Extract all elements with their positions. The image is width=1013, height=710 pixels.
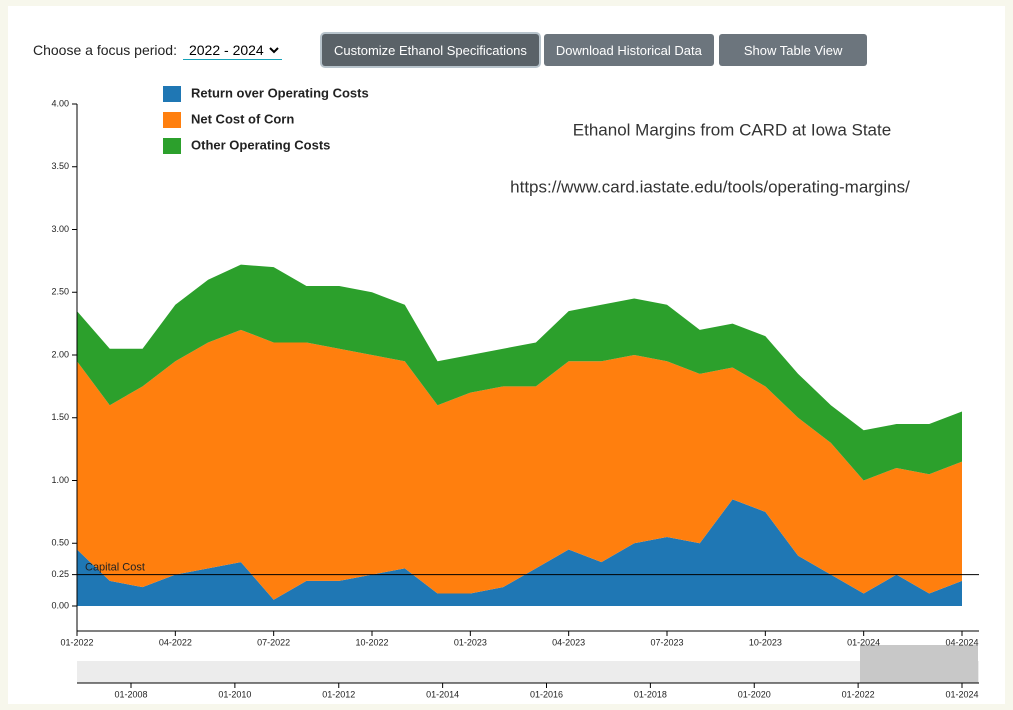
x-tick-label: 04-2023: [552, 637, 585, 647]
annotation: Ethanol Margins from CARD at Iowa State: [573, 120, 891, 139]
y-tick-label: 1.50: [51, 412, 69, 422]
navigator-tick-label: 01-2008: [114, 689, 147, 699]
navigator-tick-label: 01-2018: [634, 689, 667, 699]
y-tick-label: 2.50: [51, 287, 69, 297]
legend-swatch: [163, 86, 181, 102]
y-tick-label: 4.00: [51, 98, 69, 108]
navigator-tick-label: 01-2014: [426, 689, 459, 699]
y-tick-label: 0.50: [51, 538, 69, 548]
legend-label: Return over Operating Costs: [191, 85, 369, 100]
y-tick-label: 2.00: [51, 349, 69, 359]
area: [77, 329, 962, 600]
x-tick-label: 01-2022: [60, 637, 93, 647]
navigator-tick-label: 01-2022: [842, 689, 875, 699]
area: [77, 499, 962, 606]
button[interactable]: Show Table View: [718, 34, 868, 66]
area: [77, 264, 962, 481]
x-tick-label: 01-2024: [847, 637, 880, 647]
x-tick-label: 07-2023: [650, 637, 683, 647]
navigator-tick-label: 01-2016: [530, 689, 563, 699]
y-tick-label: 0.25: [51, 569, 69, 579]
x-tick-label: 10-2022: [355, 637, 388, 647]
y-tick-label: 3.00: [51, 224, 69, 234]
legend-label: Net Cost of Corn: [191, 111, 294, 126]
navigator-tick-label: 01-2020: [738, 689, 771, 699]
controls: Choose a focus period: 2022 - 2024 Custo…: [33, 32, 872, 68]
reference-label: Capital Cost: [85, 562, 145, 574]
y-tick-label: 0.00: [51, 600, 69, 610]
plot: [77, 264, 962, 606]
y-tick-label: 1.00: [51, 475, 69, 485]
button[interactable]: Download Historical Data: [543, 34, 714, 66]
page: Choose a focus period: 2022 - 2024 Custo…: [8, 6, 1005, 704]
navigator-tick-label: 01-2012: [322, 689, 355, 699]
y-tick-label: 3.50: [51, 161, 69, 171]
chart: Ethanol Margins from CARD at Iowa State …: [51, 85, 979, 699]
focus-label: Choose a focus period:: [33, 42, 177, 58]
x-tick-label: 04-2022: [159, 637, 192, 647]
annotation: https://www.card.iastate.edu/tools/opera…: [510, 177, 910, 196]
x-tick-label: 07-2022: [257, 637, 290, 647]
legend-swatch: [163, 112, 181, 128]
legend-swatch: [163, 138, 181, 154]
navigator-tick-label: 01-2024: [945, 689, 978, 699]
x-tick-label: 10-2023: [749, 637, 782, 647]
navigator-track: [77, 661, 979, 683]
x-tick-label: 04-2024: [945, 637, 978, 647]
focus-select[interactable]: 2022 - 2024: [182, 40, 282, 60]
button[interactable]: Customize Ethanol Specifications: [321, 34, 539, 66]
navigator-brush[interactable]: [860, 645, 978, 683]
legend-label: Other Operating Costs: [191, 137, 330, 152]
x-tick-label: 01-2023: [454, 637, 487, 647]
navigator-tick-label: 01-2010: [218, 689, 251, 699]
